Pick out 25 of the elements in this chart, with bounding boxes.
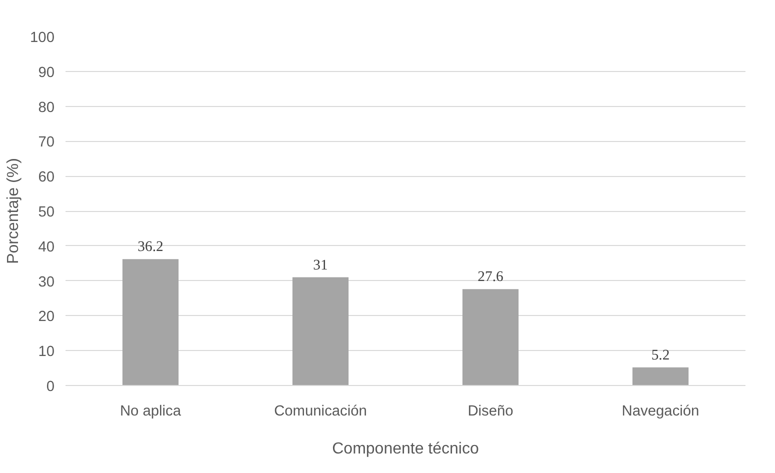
y-tick-label: 90 bbox=[38, 64, 55, 81]
x-tick-label: Diseño bbox=[468, 404, 514, 420]
y-tick-label: 20 bbox=[38, 309, 55, 326]
y-tick-label: 10 bbox=[38, 344, 55, 360]
data-label: 27.6 bbox=[478, 269, 504, 286]
data-label: 36.2 bbox=[138, 239, 164, 256]
y-tick-label: 100 bbox=[30, 30, 55, 46]
y-tick-label: 50 bbox=[38, 204, 55, 220]
x-axis-title: Componente técnico bbox=[332, 440, 479, 458]
y-tick-label: 0 bbox=[46, 379, 55, 395]
bar bbox=[632, 367, 689, 386]
y-tick-label: 70 bbox=[38, 134, 55, 151]
bar bbox=[462, 289, 519, 386]
bar bbox=[292, 277, 349, 386]
bar bbox=[122, 259, 179, 386]
data-label: 5.2 bbox=[651, 347, 670, 364]
x-tick-label: Comunicación bbox=[274, 404, 367, 420]
x-tick-label: Navegación bbox=[622, 404, 700, 420]
y-tick-label: 30 bbox=[38, 274, 55, 290]
y-tick-label: 40 bbox=[38, 239, 55, 256]
y-axis-title: Porcentaje (%) bbox=[5, 158, 22, 264]
data-label: 31 bbox=[313, 257, 328, 274]
x-tick-label: No aplica bbox=[120, 404, 182, 420]
y-tick-label: 80 bbox=[38, 100, 55, 116]
y-tick-label: 60 bbox=[38, 170, 55, 186]
